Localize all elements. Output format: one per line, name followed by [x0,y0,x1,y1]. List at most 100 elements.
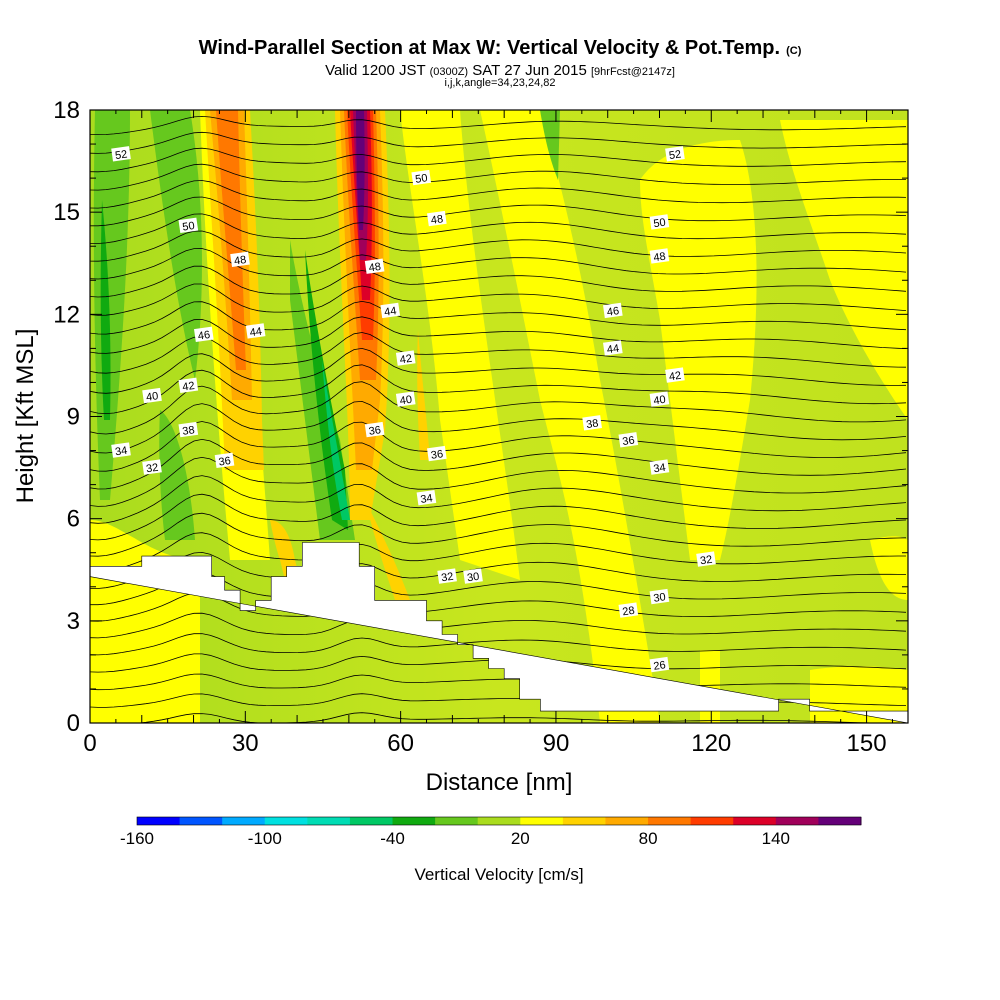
theta-contour-line [90,592,907,622]
colorbar-swatch [435,817,479,825]
theta-label-text: 44 [384,305,398,319]
theta-label: 30 [463,568,483,584]
colorbar-swatch [392,817,436,825]
colorbar-swatch [818,817,862,825]
y-tick-label: 3 [67,608,80,635]
theta-contour-line [90,213,907,244]
colorbar-tick-label: 20 [511,829,530,848]
colorbar-swatch [137,817,181,825]
theta-label-text: 52 [114,148,128,162]
theta-label: 44 [603,340,623,356]
theta-label-text: 28 [622,605,636,619]
theta-contour-line [90,532,906,573]
theta-label: 34 [649,459,670,476]
theta-label: 50 [178,217,199,234]
colorbar-swatch [775,817,819,825]
theta-label-text: 34 [653,462,667,476]
theta-contour-line [90,131,907,154]
theta-contour-line [90,572,907,606]
theta-label-text: 26 [653,659,667,673]
theta-label: 52 [665,146,685,162]
theta-label-text: 42 [399,353,413,367]
copyright-mark: (C) [786,45,802,57]
theta-contour-line [90,456,907,507]
theta-contour-line [90,283,907,316]
colorbar-swatch [222,817,266,825]
y-tick-label: 0 [67,710,80,737]
x-tick-label: 90 [543,730,570,757]
theta-label: 42 [395,350,416,367]
theta-label-text: 30 [466,571,480,585]
theta-label-text: 36 [622,434,636,448]
x-axis-label: Distance [nm] [426,769,573,796]
theta-label-text: 52 [668,148,682,162]
colorbar-swatch [520,817,564,825]
theta-label-text: 32 [145,462,159,476]
chart-title: Wind-Parallel Section at Max W: Vertical… [0,37,1000,60]
theta-label: 48 [230,251,250,268]
theta-label-text: 46 [197,329,211,343]
theta-contour-line [90,633,907,656]
theta-contour-line [90,180,907,209]
theta-contour-line [90,316,907,354]
theta-label-text: 40 [399,394,413,408]
theta-label: 26 [649,656,670,673]
theta-label-text: 34 [420,492,434,506]
theta-label-text: 42 [668,370,682,384]
y-tick-label: 9 [67,404,80,431]
theta-contour-line [90,512,907,557]
theta-contour-line [90,196,907,227]
potential-temperature-contours [90,115,907,723]
theta-contour-line [90,248,907,280]
theta-contour-line [90,475,907,524]
theta-label: 46 [603,302,623,319]
terrain [89,542,909,724]
theta-label-text: 38 [585,417,599,431]
theta-contour-line [90,612,907,639]
theta-label-text: 50 [415,172,429,186]
theta-label: 44 [380,302,401,319]
theta-label: 50 [649,214,670,230]
theta-contour-line [90,493,907,541]
theta-label: 50 [411,169,432,186]
colorbar-label: Vertical Velocity [cm/s] [414,865,583,884]
colorbar-swatch [307,817,351,825]
x-tick-label: 120 [691,730,731,757]
chart-title-text: Wind-Parallel Section at Max W: Vertical… [198,37,781,59]
theta-label: 40 [649,391,670,407]
x-tick-label: 150 [847,730,887,757]
theta-label-text: 36 [430,448,444,462]
theta-label-text: 48 [368,261,382,275]
theta-label: 36 [618,432,639,448]
colorbar-swatch [477,817,521,825]
theta-label-text: 38 [182,424,196,438]
theta-label-text: 46 [606,305,620,319]
valid-utc: (0300Z) [429,66,469,78]
theta-contour-line [90,673,907,691]
theta-label: 42 [178,377,199,394]
theta-label: 44 [245,323,266,339]
theta-contour-line [90,230,907,262]
colorbar-swatch [690,817,734,825]
y-tick-label: 6 [67,506,80,533]
theta-label-text: 30 [653,591,667,605]
theta-label: 40 [142,387,162,404]
chart-indices: i,j,k,angle=34,23,24,82 [444,77,556,89]
theta-label: 48 [364,258,385,275]
theta-label-text: 36 [218,455,232,469]
theta-label: 38 [582,415,602,431]
theta-label: 36 [364,421,385,438]
y-axis-label: Height [Kft MSL] [12,329,39,504]
colorbar-swatch [179,817,223,825]
theta-label-text: 36 [368,424,382,438]
theta-contour-line [90,347,907,394]
valid-date: SAT 27 Jun 2015 [472,62,587,79]
theta-label: 32 [437,568,457,584]
theta-label: 36 [427,445,447,462]
theta-label: 28 [618,602,639,619]
theta-contour-line [90,438,907,490]
theta-label: 42 [665,367,685,383]
x-tick-label: 30 [232,730,259,757]
theta-label-text: 48 [430,213,444,227]
